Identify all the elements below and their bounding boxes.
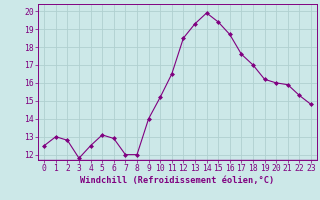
X-axis label: Windchill (Refroidissement éolien,°C): Windchill (Refroidissement éolien,°C) bbox=[80, 176, 275, 185]
